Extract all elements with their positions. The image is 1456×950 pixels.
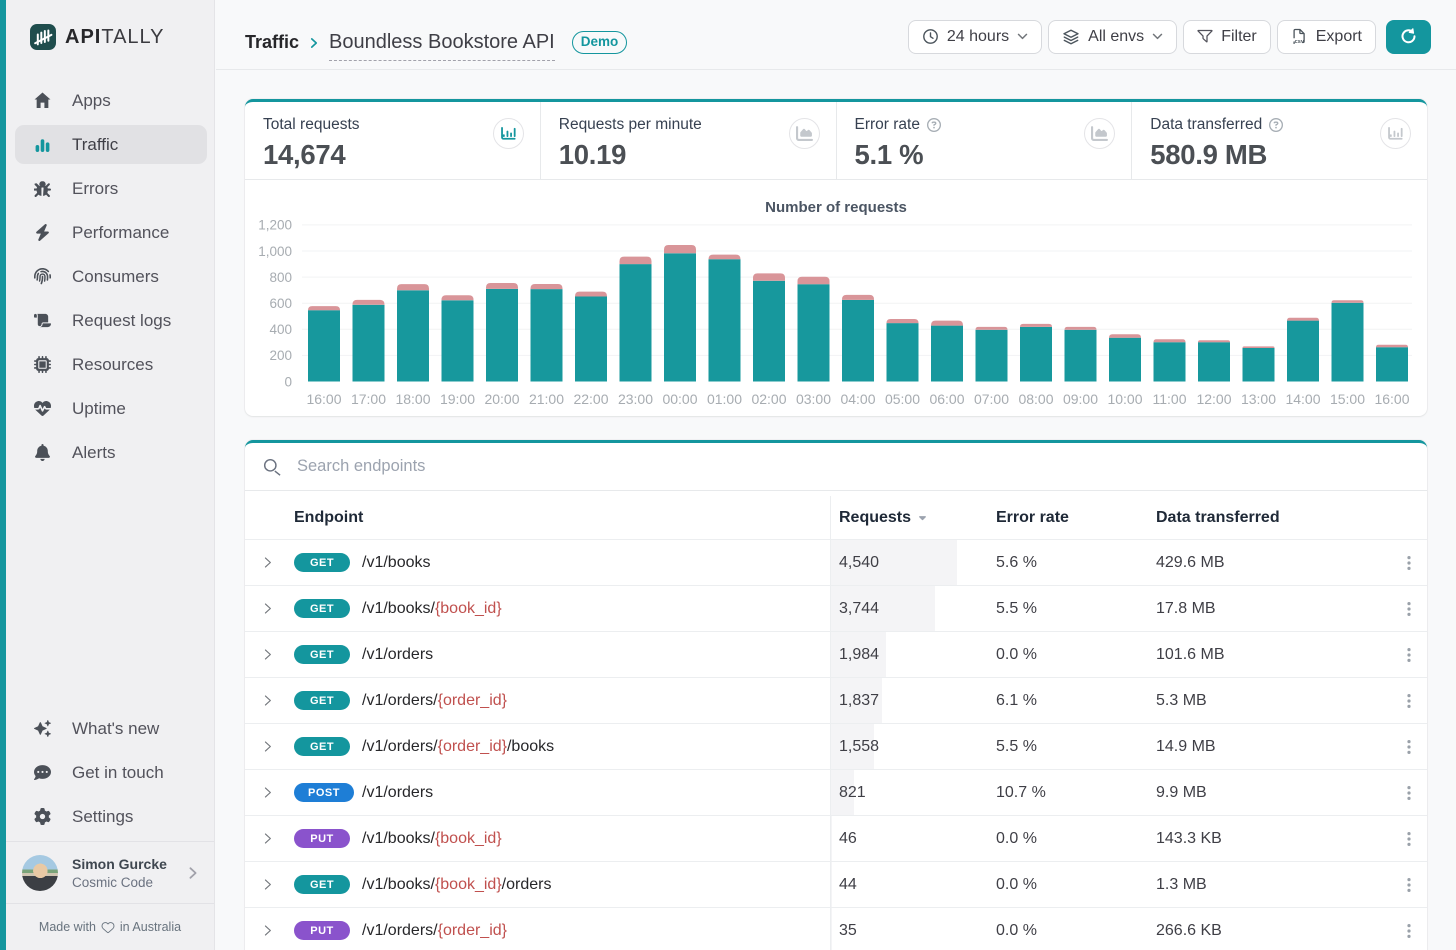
svg-text:19:00: 19:00 xyxy=(440,391,475,407)
svg-text:csv: csv xyxy=(1294,39,1304,45)
svg-text:00:00: 00:00 xyxy=(662,391,697,407)
svg-text:08:00: 08:00 xyxy=(1018,391,1053,407)
svg-text:02:00: 02:00 xyxy=(751,391,786,407)
svg-text:1,000: 1,000 xyxy=(258,244,292,259)
svg-text:400: 400 xyxy=(269,322,292,337)
svg-text:800: 800 xyxy=(269,270,292,285)
svg-text:14:00: 14:00 xyxy=(1285,391,1320,407)
svg-text:Number of requests: Number of requests xyxy=(765,199,907,216)
svg-text:13:00: 13:00 xyxy=(1241,391,1276,407)
svg-text:06:00: 06:00 xyxy=(929,391,964,407)
svg-text:23:00: 23:00 xyxy=(618,391,653,407)
svg-text:07:00: 07:00 xyxy=(974,391,1009,407)
svg-text:09:00: 09:00 xyxy=(1063,391,1098,407)
svg-text:12:00: 12:00 xyxy=(1196,391,1231,407)
svg-text:200: 200 xyxy=(269,348,292,363)
svg-text:16:00: 16:00 xyxy=(1374,391,1409,407)
svg-text:600: 600 xyxy=(269,296,292,311)
svg-text:20:00: 20:00 xyxy=(484,391,519,407)
svg-text:11:00: 11:00 xyxy=(1153,391,1187,407)
svg-text:01:00: 01:00 xyxy=(707,391,742,407)
svg-text:18:00: 18:00 xyxy=(395,391,430,407)
svg-text:03:00: 03:00 xyxy=(796,391,831,407)
svg-text:0: 0 xyxy=(284,374,292,389)
svg-text:10:00: 10:00 xyxy=(1107,391,1142,407)
svg-text:22:00: 22:00 xyxy=(573,391,608,407)
svg-text:16:00: 16:00 xyxy=(306,391,341,407)
svg-text:17:00: 17:00 xyxy=(351,391,386,407)
svg-text:04:00: 04:00 xyxy=(840,391,875,407)
svg-text:15:00: 15:00 xyxy=(1330,391,1365,407)
svg-text:1,200: 1,200 xyxy=(258,218,292,233)
svg-text:21:00: 21:00 xyxy=(529,391,564,407)
svg-text:05:00: 05:00 xyxy=(885,391,920,407)
